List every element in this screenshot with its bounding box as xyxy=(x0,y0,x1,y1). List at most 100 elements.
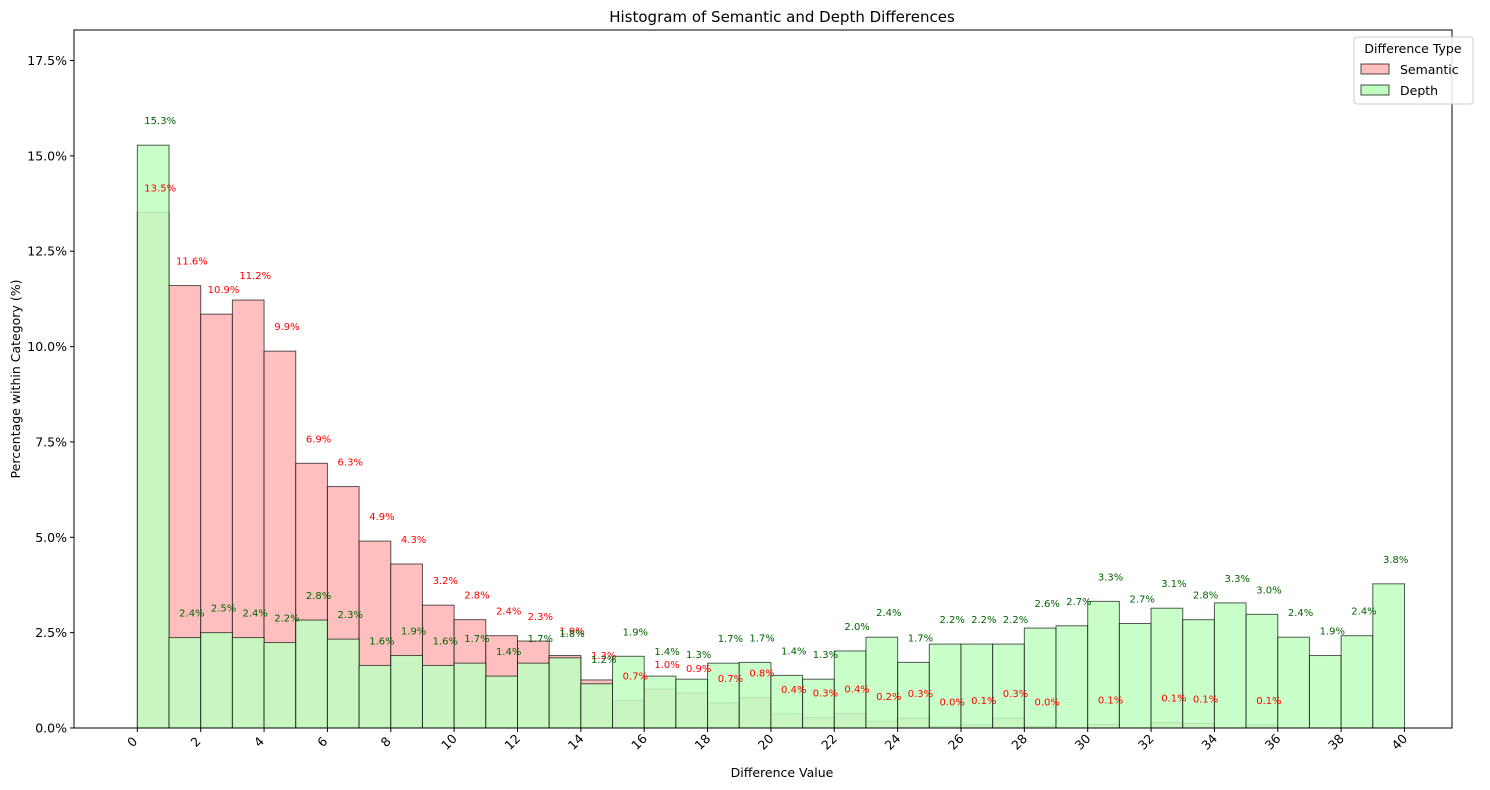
depth-bar-label: 3.3% xyxy=(1225,574,1250,585)
semantic-bar-label: 2.4% xyxy=(496,607,521,618)
semantic-bar-label: 4.3% xyxy=(401,535,426,546)
depth-bar xyxy=(865,636,899,729)
depth-bar-label: 1.8% xyxy=(559,629,584,640)
semantic-bar-label: 0.1% xyxy=(971,696,996,707)
depth-bar xyxy=(707,662,740,729)
depth-bar-label: 1.9% xyxy=(623,627,648,638)
depth-bar-label: 2.6% xyxy=(1034,599,1059,610)
depth-bar xyxy=(1372,583,1405,729)
semantic-bar-label: 2.3% xyxy=(528,612,553,623)
semantic-bar-labels: 13.5% 11.6% 10.9% 11.2% 9.9% 6.9% 6.3% 4.9% 4.3%… xyxy=(144,183,1281,708)
depth-bar-label: 1.9% xyxy=(1320,627,1345,638)
semantic-bar-label: 0.2% xyxy=(876,692,901,703)
depth-bar xyxy=(548,657,582,729)
depth-bar-label: 2.4% xyxy=(876,608,901,619)
depth-bar xyxy=(1118,622,1152,729)
semantic-bar-label: 0.1% xyxy=(1256,696,1281,707)
depth-bar xyxy=(580,683,614,729)
x-tick-label: 36 xyxy=(1262,731,1284,753)
depth-bar-label: 2.2% xyxy=(939,615,964,626)
depth-bar-label: 3.0% xyxy=(1256,585,1281,596)
x-tick-label: 32 xyxy=(1135,731,1157,753)
depth-bar xyxy=(136,144,170,729)
depth-bar-label: 2.2% xyxy=(1003,615,1028,626)
y-tick-label: 5.0% xyxy=(35,530,67,545)
semantic-bar-label: 1.0% xyxy=(654,660,679,671)
depth-bar xyxy=(1213,602,1247,729)
x-tick-label: 6 xyxy=(314,734,330,750)
depth-bar xyxy=(1023,627,1057,729)
depth-bar xyxy=(295,619,328,729)
depth-bar xyxy=(992,643,1025,729)
plot-frame xyxy=(73,29,1453,729)
depth-bar xyxy=(960,643,994,729)
semantic-bar-label: 9.9% xyxy=(274,322,299,333)
x-tick-label: 26 xyxy=(945,731,967,753)
semantic-bar-label: 6.9% xyxy=(306,434,331,445)
depth-bar-label: 2.7% xyxy=(1130,594,1155,605)
depth-bar-label: 3.3% xyxy=(1098,572,1123,583)
y-tick-label: 15.0% xyxy=(27,148,67,163)
semantic-bar-label: 0.7% xyxy=(718,674,743,685)
depth-bar xyxy=(421,664,455,729)
semantic-bar-label: 0.0% xyxy=(939,697,964,708)
x-tick-label: 22 xyxy=(818,731,840,753)
legend: Difference Type Semantic Depth xyxy=(1353,36,1474,105)
depth-bar-label: 1.2% xyxy=(591,655,616,666)
depth-bar xyxy=(802,678,835,729)
legend-swatch-semantic xyxy=(1360,63,1390,75)
depth-bar xyxy=(326,638,360,729)
depth-bar xyxy=(168,637,202,729)
semantic-bar-label: 0.1% xyxy=(1098,696,1123,707)
depth-bar-label: 1.9% xyxy=(401,627,426,638)
depth-bar xyxy=(390,655,423,729)
x-tick-label: 30 xyxy=(1072,731,1094,753)
x-tick-label: 28 xyxy=(1008,731,1030,753)
depth-bar-label: 1.4% xyxy=(654,647,679,658)
depth-bar xyxy=(675,678,709,729)
semantic-bar-label: 13.5% xyxy=(144,183,176,194)
depth-bar xyxy=(485,675,518,729)
semantic-bar-label: 0.4% xyxy=(781,685,806,696)
x-tick-label: 14 xyxy=(565,731,587,753)
legend-title: Difference Type xyxy=(1364,41,1461,56)
depth-bar xyxy=(263,642,297,729)
depth-bar xyxy=(231,637,265,729)
semantic-bar-label: 6.3% xyxy=(338,458,363,469)
depth-bar-label: 1.3% xyxy=(686,650,711,661)
depth-bar-label: 1.4% xyxy=(781,646,806,657)
depth-bar-label: 1.7% xyxy=(528,634,553,645)
depth-bar xyxy=(1182,619,1215,729)
y-tick-label: 12.5% xyxy=(27,244,67,259)
depth-bar-label: 2.5% xyxy=(211,604,236,615)
semantic-bar-label: 3.2% xyxy=(433,576,458,587)
x-axis-label: Difference Value xyxy=(731,765,834,780)
semantic-bar-label: 0.3% xyxy=(813,689,838,700)
depth-bar xyxy=(612,655,645,729)
x-tick-label: 8 xyxy=(377,734,393,750)
depth-bar-label: 2.2% xyxy=(971,615,996,626)
semantic-bar-label: 4.9% xyxy=(369,512,394,523)
depth-bar xyxy=(1087,600,1120,729)
depth-bar-label: 2.2% xyxy=(274,614,299,625)
depth-bar xyxy=(897,661,930,729)
y-tick-label: 0.0% xyxy=(35,721,67,736)
semantic-bar-label: 1.3% xyxy=(591,651,616,662)
depth-bar xyxy=(1150,607,1184,729)
depth-bar-label: 1.6% xyxy=(369,636,394,647)
y-tick-label: 17.5% xyxy=(27,53,67,68)
semantic-bar-label: 0.1% xyxy=(1161,694,1186,705)
semantic-bar-label: 0.0% xyxy=(1034,697,1059,708)
x-tick-label: 20 xyxy=(755,731,777,753)
depth-bar-label: 2.3% xyxy=(338,610,363,621)
semantic-bar-label: 11.6% xyxy=(176,257,208,268)
semantic-bar-label: 0.4% xyxy=(844,685,869,696)
depth-bar xyxy=(928,643,962,729)
x-tick-label: 38 xyxy=(1325,731,1347,753)
legend-label-depth: Depth xyxy=(1400,83,1438,98)
depth-bar-label: 2.8% xyxy=(306,591,331,602)
depth-bar xyxy=(1055,625,1089,729)
semantic-bar-label: 0.7% xyxy=(623,672,648,683)
depth-bar xyxy=(516,662,550,729)
depth-bar-label: 2.4% xyxy=(179,609,204,620)
